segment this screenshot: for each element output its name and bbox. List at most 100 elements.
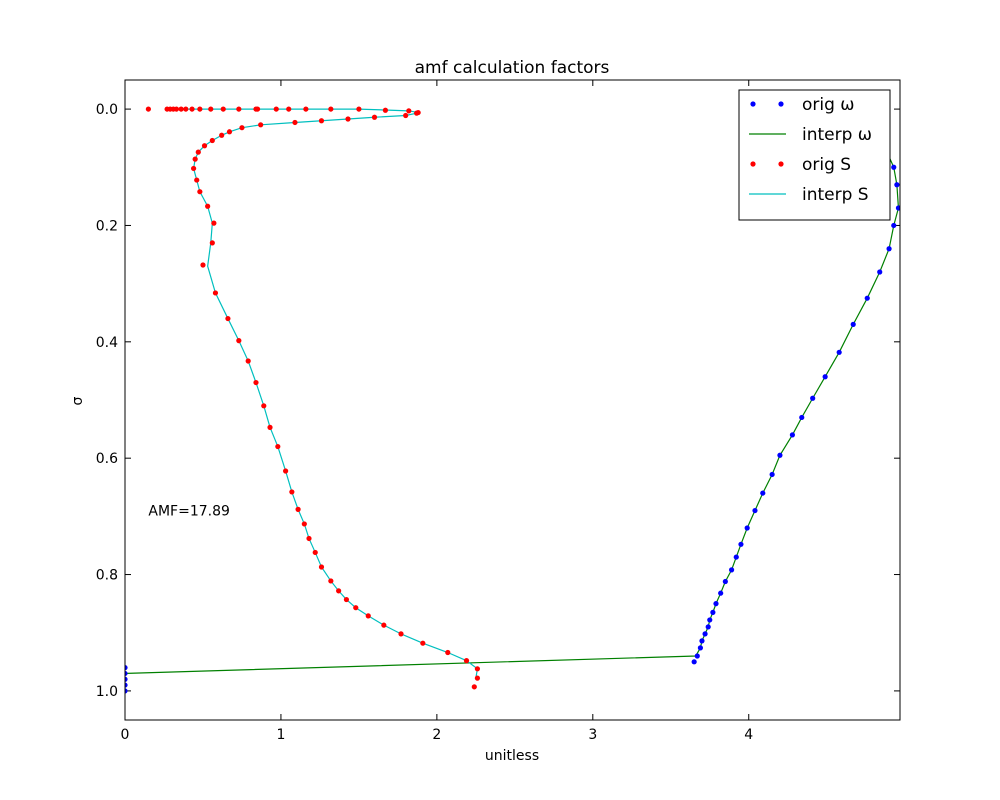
data-point-orig-s (189, 106, 195, 112)
data-point-orig-omega (691, 659, 697, 665)
data-point-orig-s (301, 521, 307, 527)
data-point-orig-s (286, 106, 292, 112)
data-point-orig-s (245, 358, 251, 364)
y-tick-label: 0.4 (96, 335, 118, 351)
data-point-orig-s (318, 564, 325, 570)
legend-label-interp-s: interp S (802, 185, 869, 205)
data-point-orig-s (173, 106, 180, 112)
data-point-orig-omega (752, 507, 758, 514)
data-point-orig-omega (699, 638, 705, 644)
data-point-orig-omega (718, 590, 724, 596)
y-tick-label: 0.8 (96, 568, 118, 584)
data-point-orig-s (178, 106, 184, 112)
x-tick-label: 3 (588, 727, 597, 743)
x-axis: 0 1 2 3 4 (121, 80, 753, 743)
data-point-orig-s (201, 143, 208, 149)
data-point-orig-s (219, 132, 225, 138)
data-point-orig-s (292, 119, 298, 126)
y-tick-label: 0.2 (96, 218, 118, 234)
plot-area: 0 1 2 3 4 0.0 0.2 0.4 0.6 0.8 1.0 (96, 79, 901, 743)
data-point-orig-s (212, 290, 219, 296)
data-point-orig-omega (895, 205, 900, 211)
x-tick-label: 0 (121, 727, 130, 743)
data-point-orig-s (398, 631, 404, 637)
data-point-orig-s (414, 110, 420, 116)
y-axis-title: σ (70, 396, 86, 405)
data-point-orig-s (275, 443, 281, 450)
data-point-orig-s (474, 666, 481, 672)
data-point-orig-omega (891, 222, 897, 229)
data-point-orig-s (353, 605, 359, 611)
data-point-orig-s (205, 203, 211, 209)
data-point-orig-s (463, 658, 470, 664)
data-point-orig-s (336, 588, 342, 594)
plot-frame (124, 79, 901, 721)
legend: orig ω interp ω orig S interp S (738, 89, 891, 221)
data-point-orig-s (356, 106, 362, 112)
data-point-orig-s (267, 424, 273, 430)
data-point-orig-s (239, 125, 245, 131)
data-point-orig-s (345, 116, 351, 122)
data-point-orig-s (283, 468, 289, 474)
data-point-orig-omega (125, 688, 128, 694)
y-tick-label: 0.6 (96, 451, 118, 467)
legend-label-interp-omega: interp ω (802, 125, 872, 145)
data-point-orig-omega (777, 452, 783, 458)
data-point-orig-omega (705, 624, 711, 630)
data-point-orig-s (295, 506, 301, 512)
data-point-orig-s (318, 118, 325, 124)
data-point-orig-s (236, 106, 242, 112)
data-point-orig-s (191, 165, 197, 172)
data-point-orig-omega (722, 578, 728, 585)
data-point-orig-s (471, 684, 477, 690)
data-point-orig-omega (760, 490, 766, 496)
data-point-orig-omega (877, 269, 883, 275)
data-point-orig-s (328, 578, 334, 584)
data-point-orig-s (306, 535, 312, 542)
data-point-orig-omega (702, 631, 708, 637)
x-tick-label: 1 (276, 727, 285, 743)
data-point-orig-omega (744, 525, 750, 531)
y-axis: 0.0 0.2 0.4 0.6 0.8 1.0 (96, 102, 900, 700)
data-point-orig-s (208, 106, 214, 112)
data-point-orig-omega (822, 374, 828, 380)
data-point-orig-omega (728, 567, 735, 573)
data-point-orig-s (209, 240, 215, 246)
data-point-orig-s (289, 489, 295, 495)
data-point-orig-s (328, 106, 334, 112)
data-point-orig-omega (894, 182, 900, 188)
x-tick-label: 2 (432, 727, 441, 743)
data-point-orig-s (195, 149, 201, 155)
series-layer (125, 106, 900, 694)
data-point-orig-omega (810, 395, 816, 401)
data-point-orig-omega (707, 617, 713, 623)
data-point-orig-s (226, 129, 233, 135)
data-point-orig-s (371, 114, 378, 120)
data-point-orig-omega (125, 676, 128, 682)
x-axis-title: unitless (485, 748, 539, 764)
legend-swatch-orig-omega (750, 101, 756, 107)
data-point-orig-s (261, 403, 267, 409)
data-point-orig-s (403, 112, 409, 119)
data-point-orig-s (236, 338, 242, 344)
data-point-orig-omega (697, 645, 704, 651)
data-point-orig-omega (850, 321, 856, 327)
legend-swatch-orig-s (778, 161, 784, 167)
data-point-orig-s (381, 622, 387, 628)
data-point-orig-omega (769, 471, 775, 478)
data-point-orig-omega (125, 665, 128, 671)
data-point-orig-s (474, 675, 481, 681)
legend-label-orig-s: orig S (802, 155, 851, 175)
data-point-orig-s (303, 106, 309, 112)
data-point-orig-omega (789, 432, 796, 438)
legend-label-orig-omega: orig ω (802, 95, 855, 115)
data-point-orig-s (254, 106, 261, 112)
data-point-orig-omega (125, 670, 128, 677)
legend-frame (738, 89, 891, 221)
data-point-orig-s (220, 106, 226, 112)
legend-swatch-orig-omega (778, 101, 784, 107)
data-point-orig-s (420, 640, 426, 646)
amf-annotation: AMF=17.89 (148, 504, 230, 520)
data-point-orig-s (225, 315, 231, 322)
